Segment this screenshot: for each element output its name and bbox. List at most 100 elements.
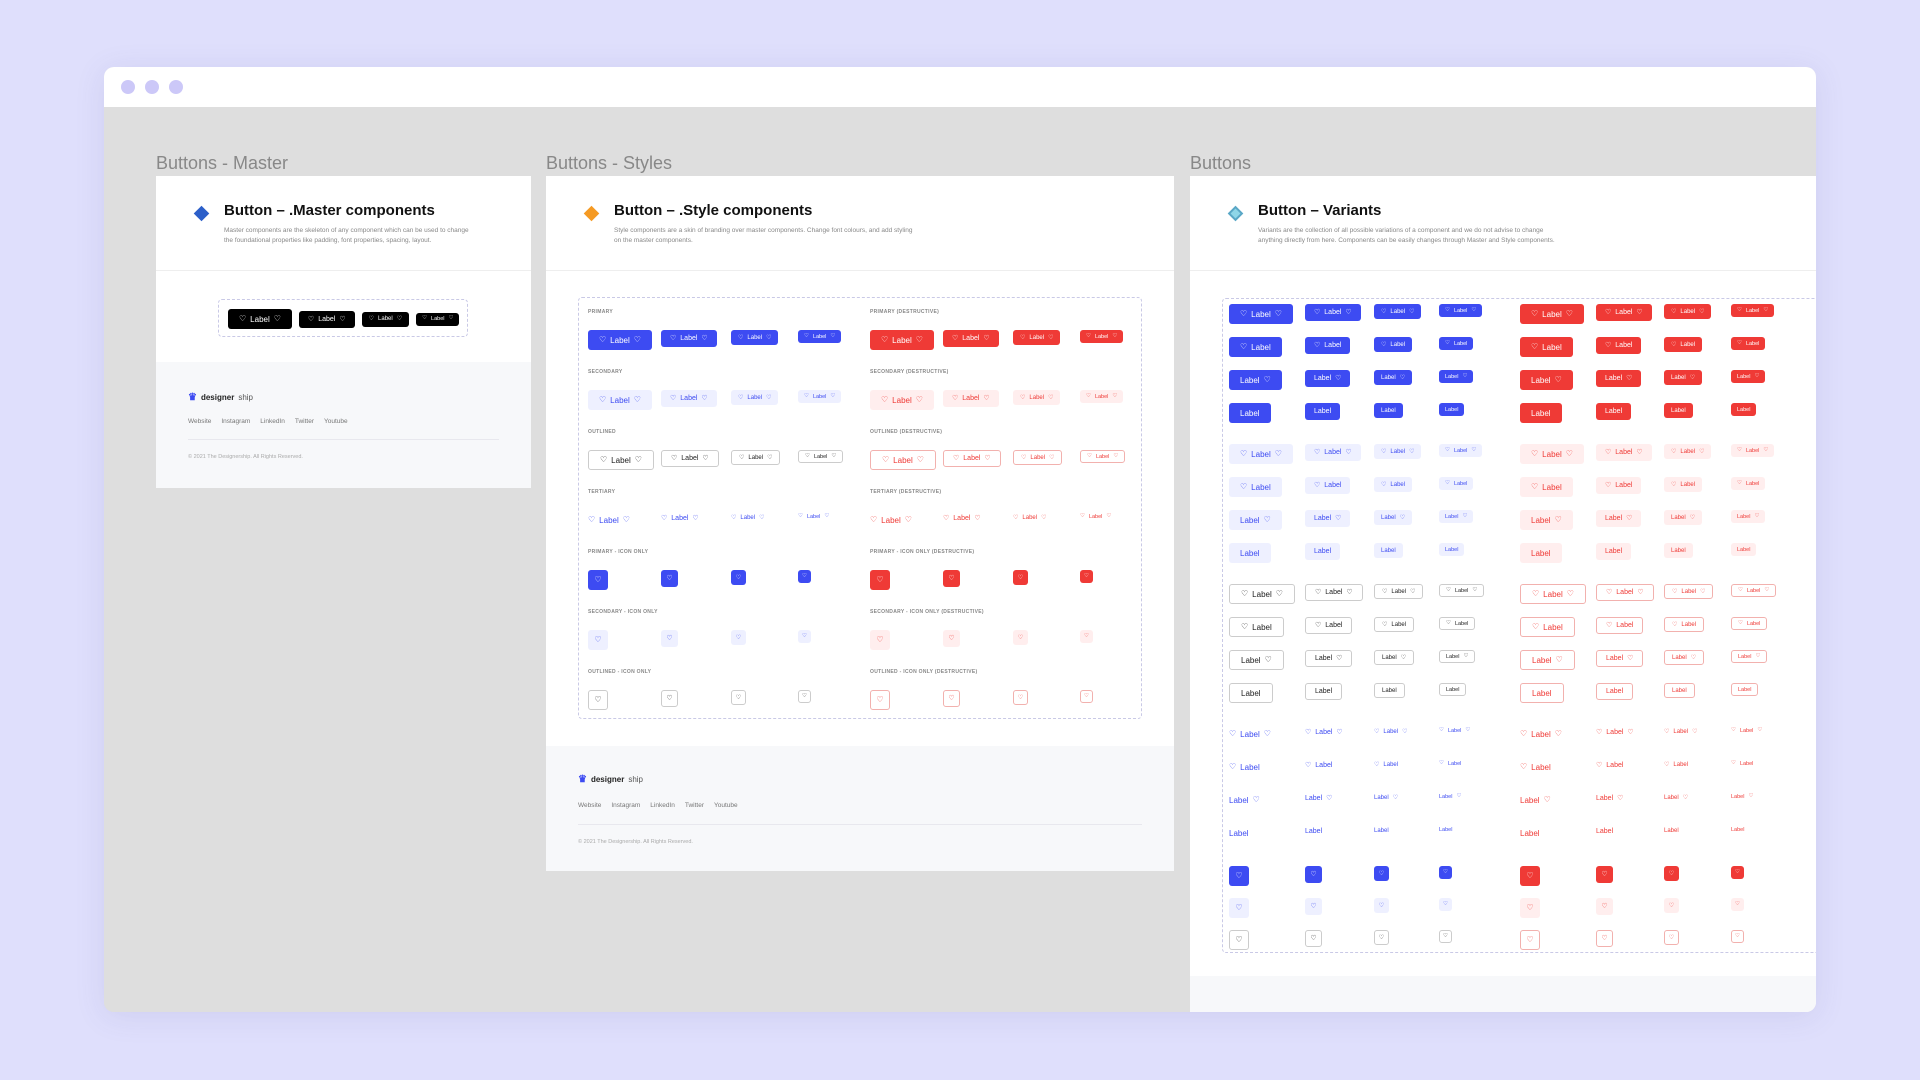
secD-button[interactable]: ♡ Label [1596, 477, 1642, 494]
out-button[interactable]: Label ♡ [1439, 650, 1476, 663]
priD-button[interactable]: ♡ Label ♡ [1596, 304, 1652, 321]
footer-link-twitter[interactable]: Twitter [684, 802, 705, 809]
out-button[interactable]: ♡ Label ♡ [1439, 584, 1485, 597]
outD-button[interactable]: Label [1520, 683, 1564, 703]
icon-button[interactable]: ♡ [1305, 866, 1322, 883]
outD-button[interactable]: Label ♡ [1731, 650, 1768, 663]
close-dot[interactable] [121, 80, 135, 94]
icon-button[interactable]: ♡ [1731, 930, 1744, 943]
ter-button[interactable]: ♡ Label [1439, 757, 1461, 770]
terD-button[interactable]: ♡ Label ♡ [943, 510, 981, 527]
out-button[interactable]: ♡ Label ♡ [661, 450, 719, 467]
outD-button[interactable]: ♡ Label [1520, 617, 1575, 637]
out-button[interactable]: Label [1229, 683, 1273, 703]
terD-button[interactable]: Label ♡ [1596, 790, 1623, 807]
priD-button[interactable]: ♡ Label ♡ [1080, 330, 1124, 343]
sec2-button[interactable]: ♡ Label ♡ [1229, 444, 1293, 464]
priD-button[interactable]: ♡ Label [1596, 337, 1642, 354]
icon-button[interactable]: ♡ [588, 570, 608, 590]
out-button[interactable]: ♡ Label ♡ [1229, 584, 1295, 604]
terD-button[interactable]: Label ♡ [1731, 790, 1753, 803]
footer-link-twitter[interactable]: Twitter [294, 418, 315, 425]
ter-button[interactable]: Label [1229, 823, 1249, 843]
out-button[interactable]: Label ♡ [1374, 650, 1415, 665]
priD-button[interactable]: ♡ Label [1664, 337, 1703, 352]
ter-button[interactable]: Label ♡ [1374, 790, 1398, 805]
out-button[interactable]: Label [1374, 683, 1405, 698]
priD-button[interactable]: Label [1596, 403, 1632, 420]
terD-button[interactable]: Label [1520, 823, 1540, 843]
sec2-button[interactable]: ♡ Label [1439, 477, 1474, 490]
ter-button[interactable]: ♡ Label ♡ [1229, 724, 1271, 744]
secD-button[interactable]: ♡ Label ♡ [1013, 390, 1061, 405]
icon-button[interactable]: ♡ [1664, 866, 1679, 881]
sec2-button[interactable]: Label ♡ [1305, 510, 1351, 527]
pri-button[interactable]: Label ♡ [1439, 370, 1474, 383]
icon-button[interactable]: ♡ [1374, 866, 1389, 881]
outD-button[interactable]: ♡ Label ♡ [870, 450, 936, 470]
footer-link-linkedin[interactable]: LinkedIn [260, 418, 285, 425]
ter-button[interactable]: ♡ Label [1374, 757, 1398, 772]
priD-button[interactable]: ♡ Label [1731, 337, 1766, 350]
outD-button[interactable]: ♡ Label [1664, 617, 1705, 632]
icon-button[interactable]: ♡ [1731, 898, 1744, 911]
pri-button[interactable]: ♡ Label ♡ [1439, 304, 1483, 317]
icon-button[interactable]: ♡ [798, 570, 811, 583]
icon-button[interactable]: ♡ [1664, 898, 1679, 913]
secD-button[interactable]: ♡ Label ♡ [1596, 444, 1652, 461]
secD-button[interactable]: Label ♡ [1520, 510, 1573, 530]
sec2-button[interactable]: ♡ Label ♡ [1305, 444, 1361, 461]
pri-button[interactable]: ♡ Label [1374, 337, 1413, 352]
out-button[interactable]: Label ♡ [1229, 650, 1284, 670]
icon-button[interactable]: ♡ [1013, 690, 1028, 705]
outD-button[interactable]: Label ♡ [1664, 650, 1705, 665]
terD-button[interactable]: Label [1731, 823, 1744, 836]
footer-link-website[interactable]: Website [188, 418, 212, 425]
icon-button[interactable]: ♡ [1520, 930, 1540, 950]
ter-button[interactable]: ♡ Label ♡ [731, 510, 764, 525]
priD-button[interactable]: ♡ Label ♡ [1013, 330, 1061, 345]
icon-button[interactable]: ♡ [661, 690, 678, 707]
sec2-button[interactable]: Label [1229, 543, 1271, 563]
icon-button[interactable]: ♡ [1229, 898, 1249, 918]
outD-button[interactable]: Label [1596, 683, 1634, 700]
ter-button[interactable]: ♡ Label ♡ [661, 510, 699, 527]
sec2-button[interactable]: Label [1439, 543, 1465, 556]
terD-button[interactable]: ♡ Label [1520, 757, 1551, 777]
pri-button[interactable]: Label [1374, 403, 1403, 418]
sec2-button[interactable]: ♡ Label [1305, 477, 1351, 494]
ter-button[interactable]: ♡ Label ♡ [798, 510, 829, 523]
icon-button[interactable]: ♡ [1374, 930, 1389, 945]
priD-button[interactable]: Label ♡ [1664, 370, 1703, 385]
terD-button[interactable]: ♡ Label ♡ [1596, 724, 1634, 741]
icon-button[interactable]: ♡ [1520, 866, 1540, 886]
secD-button[interactable]: ♡ Label ♡ [1731, 444, 1775, 457]
sec2-button[interactable]: ♡ Label ♡ [661, 390, 717, 407]
out-button[interactable]: ♡ Label [1439, 617, 1476, 630]
out-button[interactable]: ♡ Label [1374, 617, 1415, 632]
sec2-button[interactable]: Label [1374, 543, 1403, 558]
icon-button[interactable]: ♡ [1305, 930, 1322, 947]
outD-button[interactable]: Label ♡ [1520, 650, 1575, 670]
ter-button[interactable]: Label [1439, 823, 1452, 836]
pri-button[interactable]: Label ♡ [1374, 370, 1413, 385]
terD-button[interactable]: Label [1596, 823, 1613, 840]
footer-link-website[interactable]: Website [578, 802, 602, 809]
ter-button[interactable]: Label ♡ [1439, 790, 1461, 803]
frame-master[interactable]: Button – .Master components Master compo… [156, 176, 531, 488]
icon-button[interactable]: ♡ [943, 630, 960, 647]
pri-button[interactable]: ♡ Label [1305, 337, 1351, 354]
out-button[interactable]: ♡ Label [1229, 617, 1284, 637]
secD-button[interactable]: Label [1596, 543, 1632, 560]
icon-button[interactable]: ♡ [588, 690, 608, 710]
pri-button[interactable]: ♡ Label ♡ [1374, 304, 1422, 319]
sec2-button[interactable]: Label ♡ [1439, 510, 1474, 523]
outD-button[interactable]: Label ♡ [1596, 650, 1644, 667]
out-button[interactable]: Label [1439, 683, 1467, 696]
outD-button[interactable]: Label [1731, 683, 1759, 696]
icon-button[interactable]: ♡ [798, 690, 811, 703]
ter-button[interactable]: Label ♡ [1305, 790, 1332, 807]
outD-button[interactable]: Label [1664, 683, 1695, 698]
secD-button[interactable]: Label ♡ [1596, 510, 1642, 527]
pri-button[interactable]: Label ♡ [1305, 370, 1351, 387]
